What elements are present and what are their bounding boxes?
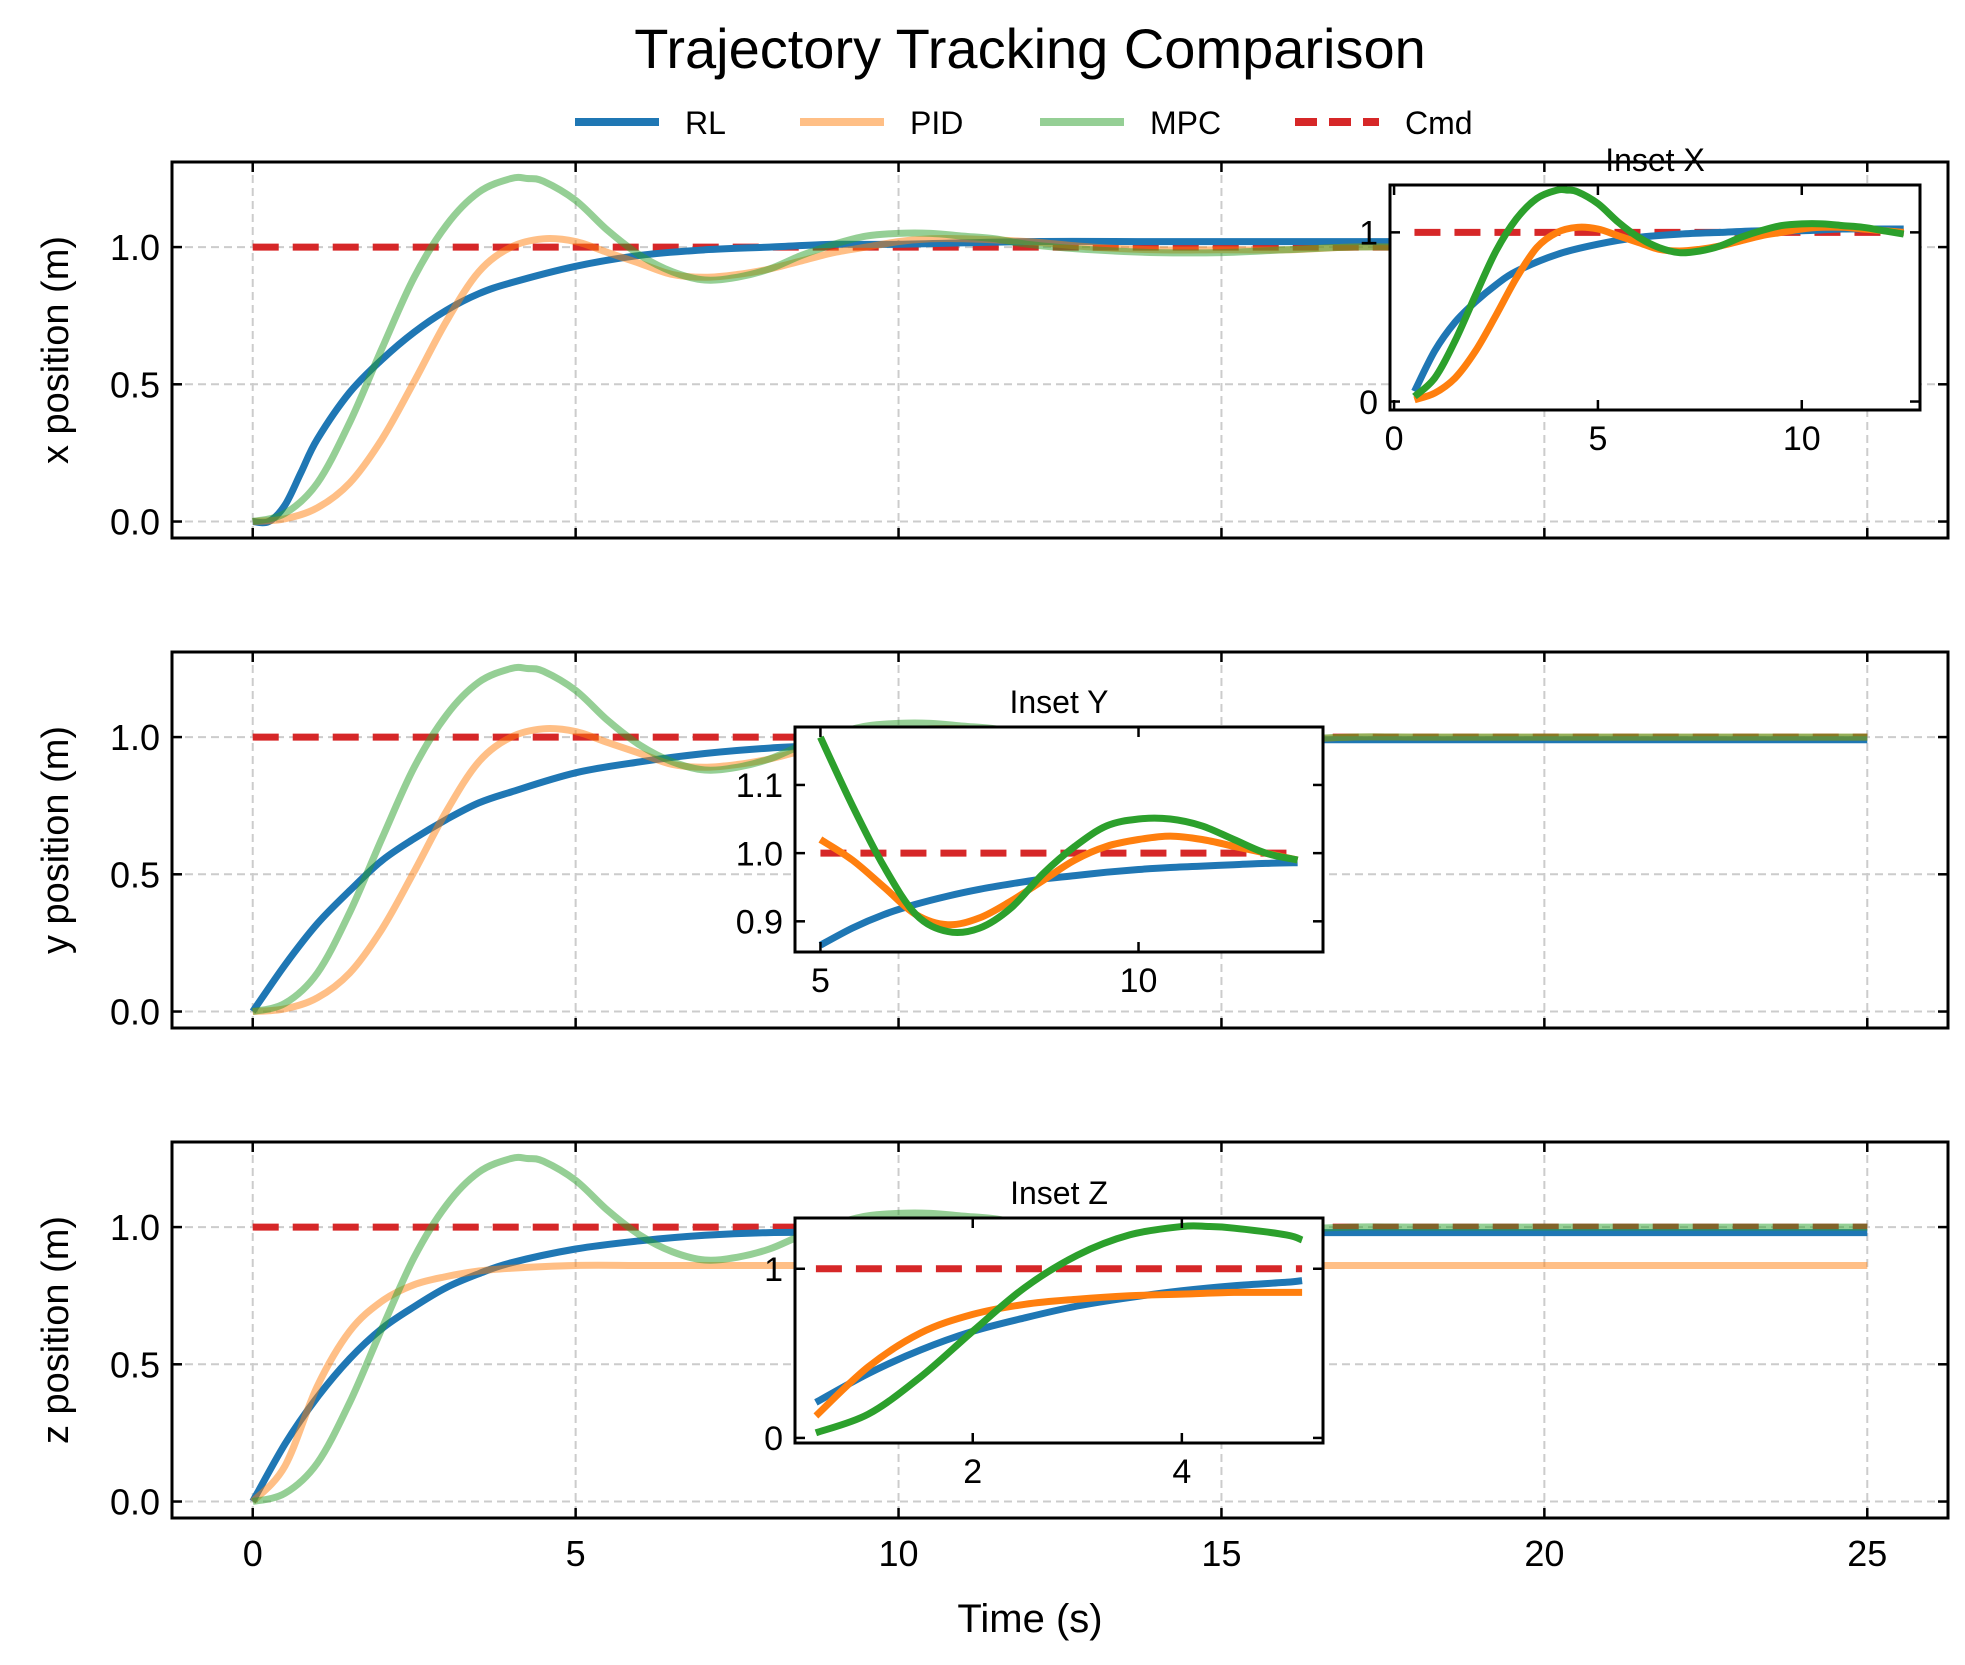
panel-y-ylabel: y position (m) [35,726,77,954]
panel-y-ytick-label-1: 0.5 [110,854,160,895]
panel-x: 0.0 0.5 1.0 x position (m) 0 5 10 0 1 Inset X [35,142,1950,542]
inset-x-frame [1388,183,1922,412]
inset-y-ytick-label-2: 1.1 [736,767,783,805]
inset-y-title: Inset Y [1009,684,1108,720]
inset-y-series-pid [818,832,1299,929]
panel-z-ytick-label-2: 1.0 [110,1207,160,1248]
panel-z-xtick-label-3: 15 [1201,1533,1241,1574]
inset-z-xtick-label-0: 2 [963,1453,982,1491]
inset-z-ytick-label-1: 1 [764,1251,783,1289]
inset-y-xtick-label-0: 5 [811,962,830,1000]
panel-x-frame [170,160,1950,540]
legend-label-mpc: MPC [1150,105,1221,141]
inset-z-ytick-label-0: 0 [764,1420,783,1458]
panel-y-ytick-label-2: 1.0 [110,717,160,758]
panel-z-xtick-label-5: 25 [1847,1533,1887,1574]
panel-z-xtick-label-0: 0 [243,1533,263,1574]
inset-z-frame [793,1216,1325,1445]
panel-z-xtick-label-2: 10 [879,1533,919,1574]
inset-z-axes: 2 4 0 1 Inset Z [764,1175,1325,1491]
inset-y-ytick-label-1: 1.0 [736,835,783,873]
inset-x-xtick-label-0: 0 [1385,420,1404,458]
inset-z-series-mpc [814,1222,1304,1437]
inset-y-series-rl [818,859,1298,949]
inset-z-series-rl [814,1277,1303,1406]
figure-title: Trajectory Tracking Comparison [634,17,1426,80]
inset-x-xtick-label-2: 10 [1783,420,1821,458]
panel-z-ylabel: z position (m) [35,1216,77,1444]
panel-x-series-mpc [251,173,1868,525]
inset-x-title: Inset X [1605,142,1705,178]
inset-y-frame [793,725,1325,954]
panel-x-ytick-label-1: 0.5 [110,364,160,405]
panel-y: 0.0 0.5 1.0 y position (m) 5 10 0.9 1.0 1.1 Inset… [35,650,1950,1032]
inset-z-xtick-label-1: 4 [1172,1453,1191,1491]
inset-y-series-mpc [817,735,1299,937]
panel-y-ytick-label-0: 0.0 [110,991,160,1032]
panel-z-xtick-label-1: 5 [566,1533,586,1574]
inset-y-ytick-label-0: 0.9 [736,904,783,942]
legend-label-cmd: Cmd [1405,105,1473,141]
legend-label-rl: RL [685,105,726,141]
inset-x-ytick-label-1: 1 [1359,215,1378,253]
inset-y-axes: 5 10 0.9 1.0 1.1 Inset Y [736,684,1325,1000]
panel-z-xtick-label-4: 20 [1524,1533,1564,1574]
panel-y-frame [170,650,1950,1030]
legend-label-pid: PID [910,105,963,141]
panel-x-ylabel: x position (m) [35,236,77,464]
inset-x-series-group [1411,185,1905,404]
panel-z: 0 5 10 15 20 25 0.0 0.5 1.0 z position (m) 2 4 0 1 Ins… [35,1140,1950,1574]
panel-z-ytick-label-0: 0.0 [110,1481,160,1522]
inset-z-series-pid [813,1288,1303,1419]
inset-z-series-group [813,1222,1304,1437]
inset-x-series-mpc [1412,185,1905,400]
inset-x-xtick-label-1: 5 [1588,420,1607,458]
x-axis-label: Time (s) [957,1597,1102,1641]
panel-z-ytick-label-1: 0.5 [110,1344,160,1385]
panel-x-ytick-label-0: 0.0 [110,501,160,542]
inset-y-series-group [817,735,1299,949]
panel-x-ytick-label-2: 1.0 [110,227,160,268]
legend: RL PID MPC Cmd [575,105,1473,141]
inset-y-xtick-label-1: 10 [1120,962,1158,1000]
panel-z-frame [170,1140,1950,1520]
inset-x-ytick-label-0: 0 [1359,384,1378,422]
inset-x-axes: 0 5 10 0 1 Inset X [1359,142,1922,458]
inset-z-title: Inset Z [1010,1175,1108,1211]
inset-x-plot-area [1390,185,1920,410]
